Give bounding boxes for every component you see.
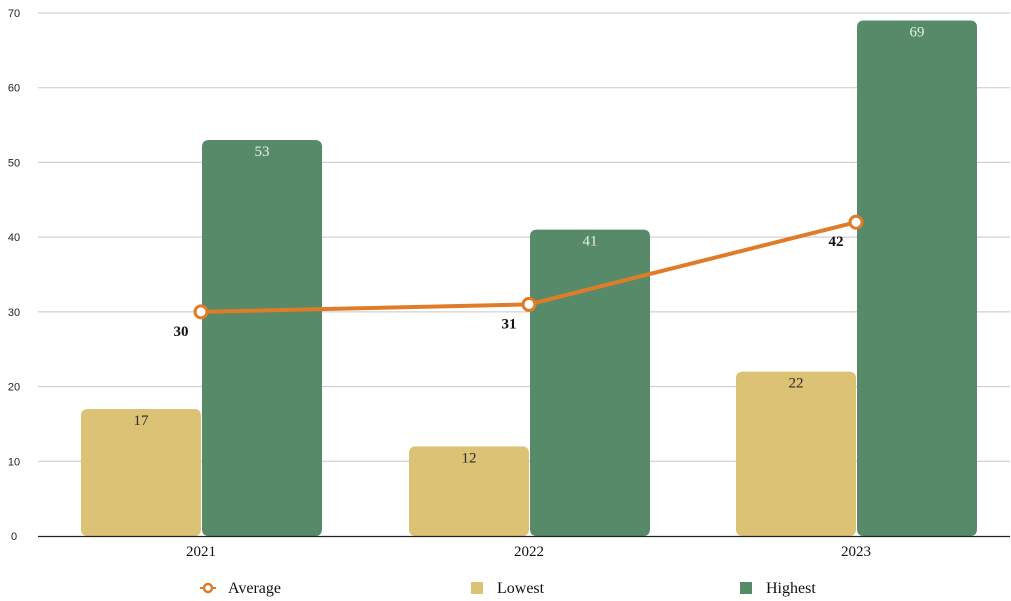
bar-lowest bbox=[81, 408, 201, 536]
y-tick-label: 70 bbox=[8, 8, 20, 20]
y-tick-label: 50 bbox=[8, 157, 20, 169]
average-point bbox=[193, 304, 209, 320]
y-tick-label: 20 bbox=[8, 382, 20, 394]
legend-swatch-highest bbox=[740, 582, 752, 594]
legend-marker-average bbox=[202, 582, 214, 594]
average-point bbox=[848, 214, 864, 230]
y-tick-label: 40 bbox=[8, 232, 20, 244]
x-tick-label: 2021 bbox=[186, 544, 216, 560]
y-tick-label: 0 bbox=[11, 531, 17, 543]
bar-highest bbox=[202, 140, 322, 536]
legend-label-lowest: Lowest bbox=[497, 580, 545, 597]
legend-swatch-lowest bbox=[471, 582, 483, 594]
average-line: 30 31 42 bbox=[174, 214, 864, 340]
x-tick-label: 2022 bbox=[514, 544, 544, 560]
bar-value-label: 17 bbox=[134, 413, 150, 429]
y-tick-label: 10 bbox=[8, 456, 20, 468]
bar-value-label: 41 bbox=[583, 234, 598, 250]
bar-lowest bbox=[409, 446, 529, 536]
bars: 17 53 12 41 22 69 bbox=[81, 20, 977, 536]
y-axis: 0 10 20 30 40 50 60 70 bbox=[8, 8, 20, 543]
average-value-label: 42 bbox=[829, 234, 844, 250]
x-axis: 2021 2022 2023 bbox=[38, 535, 1010, 560]
bar-value-label: 69 bbox=[910, 24, 925, 40]
legend-label-highest: Highest bbox=[766, 580, 816, 597]
legend: Average Lowest Highest bbox=[200, 580, 816, 597]
y-tick-label: 60 bbox=[8, 83, 20, 95]
bar-highest bbox=[530, 229, 650, 536]
bar-lowest bbox=[736, 371, 856, 536]
legend-label-average: Average bbox=[228, 580, 281, 597]
average-value-label: 30 bbox=[174, 324, 189, 340]
x-tick-label: 2023 bbox=[841, 544, 871, 560]
bar-value-label: 22 bbox=[789, 376, 804, 392]
bar-value-label: 53 bbox=[255, 144, 270, 160]
bar-highest bbox=[857, 20, 977, 536]
average-value-label: 31 bbox=[502, 316, 517, 332]
bar-value-label: 12 bbox=[462, 450, 477, 466]
average-point bbox=[521, 296, 537, 312]
y-tick-label: 30 bbox=[8, 307, 20, 319]
